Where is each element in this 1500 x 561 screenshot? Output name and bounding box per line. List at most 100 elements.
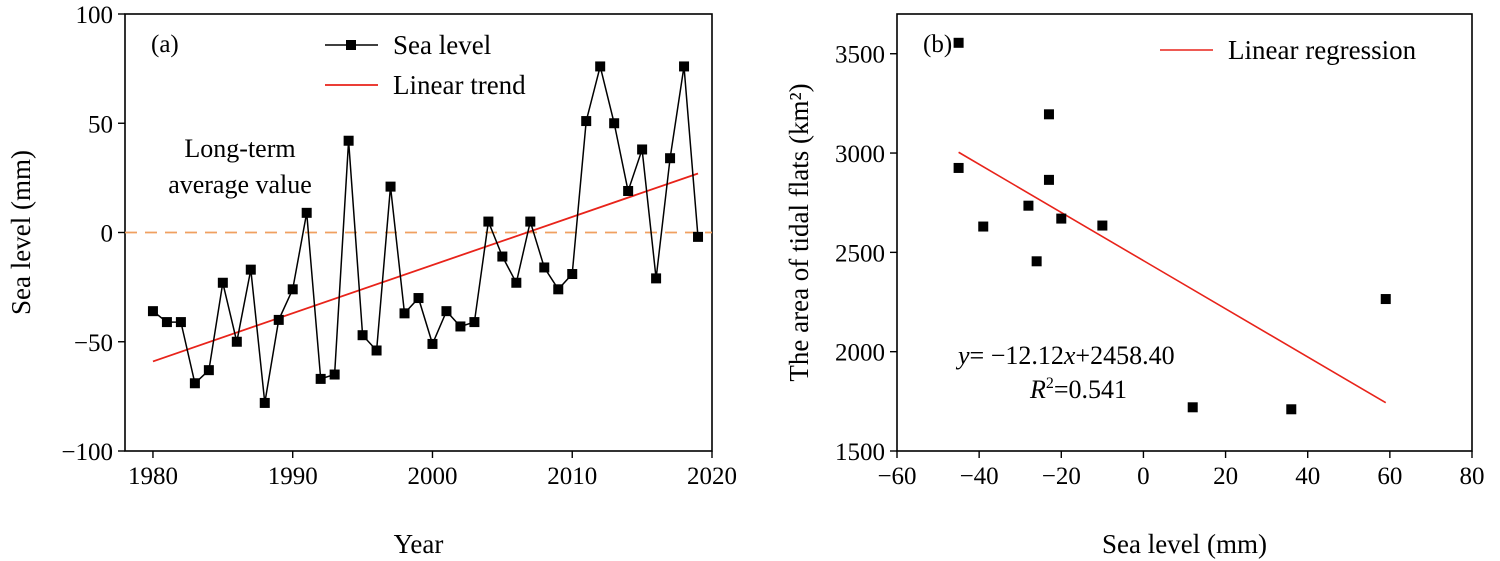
legend-b: Linear regression [1160, 35, 1417, 65]
plot-border [896, 13, 1473, 452]
plot-frame-0: 1980 1990 2000 2010 2020 −100 −50 0 50 100 (a) Year [61, 2, 737, 559]
panel-label: (b) [923, 31, 952, 58]
legend-sea-level-label: Sea level [393, 30, 491, 60]
sea-level-point [175, 317, 186, 328]
r-symbol: R [1029, 375, 1046, 404]
sea-level-point [455, 321, 466, 332]
plot-frame-1: −60 −40 −20 0 20 40 60 80 1500 2000 2500 3000 3500 (b… [835, 13, 1485, 559]
x-tick-label: 0 [1137, 463, 1150, 490]
scatter-point [1043, 174, 1054, 185]
sea-level-point [441, 306, 452, 317]
x-tick-label: 1980 [128, 463, 178, 490]
sea-level-point [679, 61, 690, 72]
x-axis-title: Year [394, 529, 444, 559]
sea-level-point [399, 308, 410, 319]
y-tick-label: 3000 [835, 141, 885, 168]
sea-level-point [259, 397, 270, 408]
sea-level-point [567, 269, 578, 280]
scatter-point [953, 162, 964, 173]
sea-level-point [287, 284, 298, 295]
x-tick-label: −40 [960, 463, 999, 490]
sea-level-point [623, 185, 634, 196]
r-exponent: 2 [1046, 375, 1054, 392]
y-tick-label: 2000 [835, 340, 885, 367]
x-tick-label: 20 [1213, 463, 1238, 490]
legend-a: Sea level Linear trend [325, 30, 526, 100]
equation-part: = −12.12 [970, 341, 1064, 370]
scatter-point [1380, 294, 1391, 305]
equation-part: y [955, 341, 970, 370]
sea-level-point [161, 317, 172, 328]
sea-level-point [189, 378, 200, 389]
sea-level-point [217, 277, 228, 288]
scatter-point [1023, 200, 1034, 211]
x-tick-label: −60 [877, 463, 916, 490]
regression-equation: y= −12.12x+2458.40 [955, 341, 1175, 370]
sea-level-point [413, 293, 424, 304]
x-axis-title: Sea level (mm) [1102, 529, 1267, 559]
y-tick-label: 50 [88, 111, 113, 138]
y-tick-label: 100 [76, 2, 114, 29]
r-value: =0.541 [1054, 375, 1127, 404]
sea-level-point [609, 118, 620, 129]
y-axis-title: Sea level (mm) [6, 150, 36, 315]
sea-level-point [343, 135, 354, 146]
annotation-line-1: Long-term [184, 134, 295, 163]
y-tick-label: 2500 [835, 240, 885, 267]
annotation-line-2: average value [168, 170, 312, 199]
y-tick-label: 1500 [835, 439, 885, 466]
scatter-point [978, 221, 989, 232]
sea-level-point [245, 264, 256, 275]
sea-level-point [511, 277, 522, 288]
sea-level-point [595, 61, 606, 72]
r-squared: R2=0.541 [1029, 375, 1127, 404]
sea-level-point [231, 336, 242, 347]
x-tick-label: 80 [1460, 463, 1485, 490]
y-tick-label: 0 [101, 221, 114, 248]
y-tick-label: −100 [61, 439, 113, 466]
scatter-point [1097, 220, 1108, 231]
equation-part: +2458.40 [1075, 341, 1174, 370]
sea-level-point [693, 231, 704, 242]
scatter-point [1187, 402, 1198, 413]
sea-level-line [152, 66, 699, 404]
legend-regression-label: Linear regression [1228, 35, 1417, 65]
y-tick-label: −50 [74, 330, 113, 357]
x-tick-label: 2020 [687, 463, 737, 490]
sea-level-point [329, 369, 340, 380]
x-tick-label: 60 [1377, 463, 1402, 490]
x-tick-label: 2010 [547, 463, 597, 490]
sea-level-point [147, 306, 158, 317]
equation-part: x [1063, 341, 1076, 370]
sea-level-point [301, 207, 312, 218]
sea-level-point [497, 251, 508, 262]
sea-level-point [553, 284, 564, 295]
sea-level-points [147, 61, 704, 408]
scatter-point [1056, 213, 1067, 224]
scatter-points [953, 37, 1391, 415]
x-tick-label: 1990 [268, 463, 318, 490]
scatter-point [1043, 109, 1054, 120]
sea-level-point [385, 181, 396, 192]
sea-level-point [525, 216, 536, 227]
y-tick-label: 3500 [835, 42, 885, 69]
y-axis-title: The area of tidal flats (km²) [784, 83, 814, 381]
x-tick-label: 40 [1295, 463, 1320, 490]
sea-level-point [357, 330, 368, 341]
panel-label: (a) [151, 31, 179, 58]
sea-level-point [315, 373, 326, 384]
linear-trend-line [152, 172, 699, 363]
sea-level-point [371, 345, 382, 356]
sea-level-point [651, 273, 662, 284]
legend-trend-label: Linear trend [393, 70, 526, 100]
sea-level-point [427, 338, 438, 349]
x-tick-label: −20 [1042, 463, 1081, 490]
sea-level-point [469, 317, 480, 328]
x-tick-label: 2000 [407, 463, 457, 490]
sea-level-point [483, 216, 494, 227]
scatter-point [1286, 404, 1297, 415]
sea-level-point [665, 153, 676, 164]
scatter-point [953, 37, 964, 48]
